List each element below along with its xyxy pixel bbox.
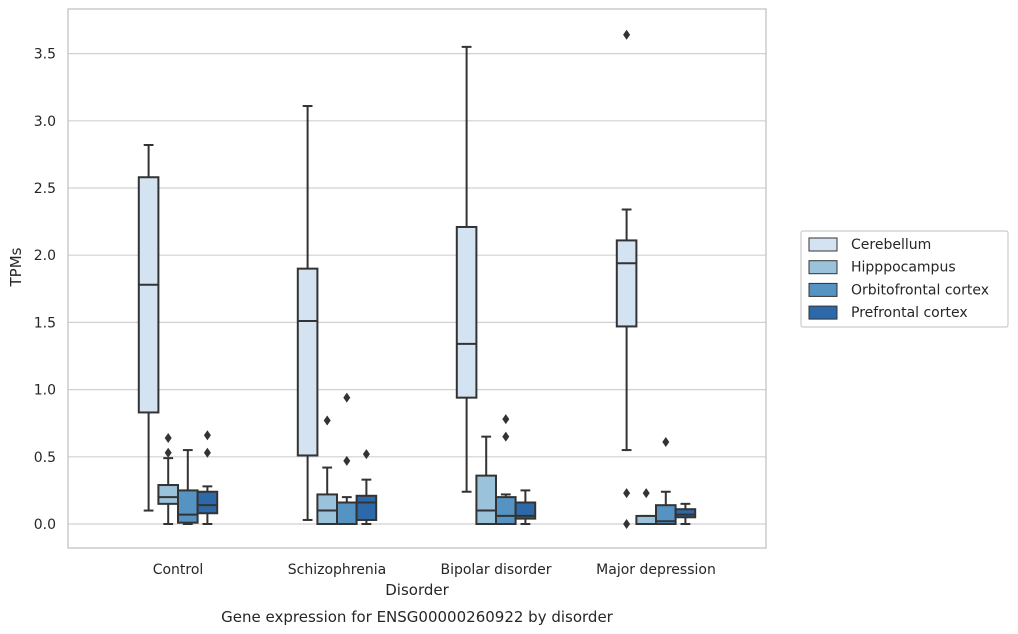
outlier-point (662, 437, 670, 448)
outlier-point (164, 447, 172, 458)
outlier-point (642, 488, 650, 499)
legend-frame (800, 230, 1009, 328)
outlier-point (502, 431, 510, 442)
box-group (137, 143, 160, 512)
box (137, 176, 160, 414)
y-tick-label: 3.0 (34, 114, 56, 130)
box-group (655, 437, 677, 525)
box-group (475, 435, 497, 525)
outlier-point (502, 414, 510, 425)
outlier-point (203, 447, 211, 458)
y-tick-labels: 0.0 0.5 1.0 1.5 2.0 2.5 3.0 3.5 (34, 47, 56, 533)
legend-label: Orbitofrontal cortex (851, 282, 989, 298)
box (455, 225, 478, 399)
y-tick-label: 1.5 (34, 315, 56, 331)
legend-label: Hipppocampus (851, 260, 956, 276)
box-group (355, 449, 378, 525)
outlier-point (164, 432, 172, 443)
box (336, 501, 358, 526)
x-tick-label: Control (153, 562, 204, 578)
box (355, 494, 378, 521)
legend-swatch (808, 305, 838, 320)
y-axis-label: TPMs (7, 247, 25, 287)
outlier-point (343, 455, 351, 466)
box-group (495, 414, 517, 525)
legend-swatch (808, 237, 838, 252)
outlier-point (623, 29, 631, 40)
box (514, 501, 537, 520)
box (177, 489, 199, 524)
y-tick-label: 3.5 (34, 47, 56, 63)
box (316, 493, 338, 526)
box (475, 474, 497, 525)
legend: Cerebellum Hipppocampus Orbitofrontal cort… (800, 230, 1009, 328)
box-group (635, 488, 658, 525)
x-axis-label: Disorder (385, 581, 449, 599)
box (674, 508, 697, 519)
outlier-point (623, 488, 631, 499)
y-tick-label: 0.0 (34, 517, 56, 533)
outlier-point (623, 519, 631, 529)
x-tick-label: Schizophrenia (288, 562, 386, 578)
legend-swatch (808, 260, 838, 275)
outlier-point (203, 430, 211, 441)
grid-lines (68, 52, 766, 525)
y-tick-label: 2.5 (34, 181, 56, 197)
box-group (336, 392, 358, 526)
chart-title: Gene expression for ENSG00000260922 by d… (221, 608, 614, 626)
x-tick-labels: Control Schizophrenia Bipolar disorder Majo… (153, 562, 716, 578)
outlier-point (362, 449, 370, 460)
box (196, 490, 219, 515)
box-group (674, 502, 697, 525)
box (157, 484, 179, 505)
box-group (455, 45, 478, 493)
box-group (296, 105, 319, 521)
legend-label: Prefrontal cortex (851, 305, 968, 321)
boxes (137, 29, 697, 529)
box (495, 496, 517, 525)
box-group (514, 489, 537, 525)
box (615, 239, 638, 328)
legend-label: Cerebellum (851, 237, 931, 253)
box-group (316, 415, 338, 526)
x-tick-label: Bipolar disorder (440, 562, 551, 578)
box-group (615, 29, 638, 529)
plot-frame (67, 8, 767, 549)
box (296, 267, 319, 457)
y-tick-label: 2.0 (34, 248, 56, 264)
box-group (157, 432, 179, 525)
box (635, 514, 658, 525)
y-tick-label: 0.5 (34, 450, 56, 466)
y-tick-label: 1.0 (34, 383, 56, 399)
outlier-point (343, 392, 351, 403)
box-group (196, 430, 219, 525)
box-group (177, 449, 199, 525)
legend-swatch (808, 282, 838, 297)
x-tick-label: Major depression (596, 562, 716, 578)
outlier-point (323, 415, 331, 426)
